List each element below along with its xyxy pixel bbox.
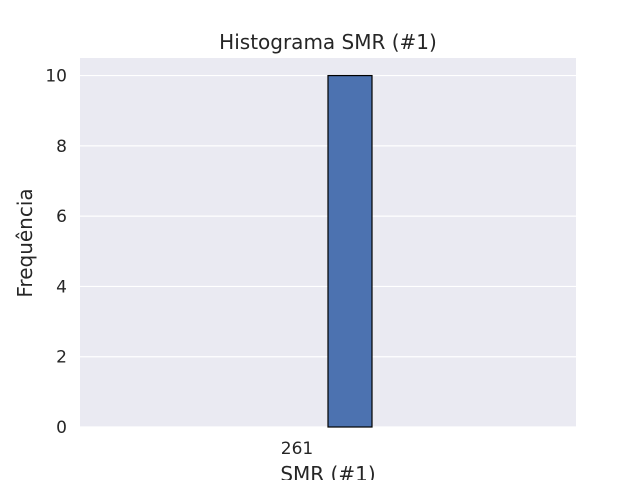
y-tick-label: 10 — [45, 67, 67, 87]
x-tick-labels: 261 — [281, 439, 313, 459]
y-tick-label: 0 — [56, 418, 67, 438]
y-tick-label: 8 — [56, 137, 67, 157]
x-tick-label: 261 — [281, 439, 313, 459]
y-tick-labels: 0 2 4 6 8 10 — [45, 67, 67, 438]
y-tick-label: 2 — [56, 348, 67, 368]
x-axis-label: SMR (#1) — [280, 462, 375, 480]
y-tick-label: 4 — [56, 277, 67, 297]
bars — [327, 74, 373, 428]
chart-title: Histograma SMR (#1) — [219, 30, 437, 54]
histogram-bar — [327, 74, 373, 428]
y-tick-label: 6 — [56, 207, 67, 227]
y-axis-label: Frequência — [13, 188, 37, 297]
